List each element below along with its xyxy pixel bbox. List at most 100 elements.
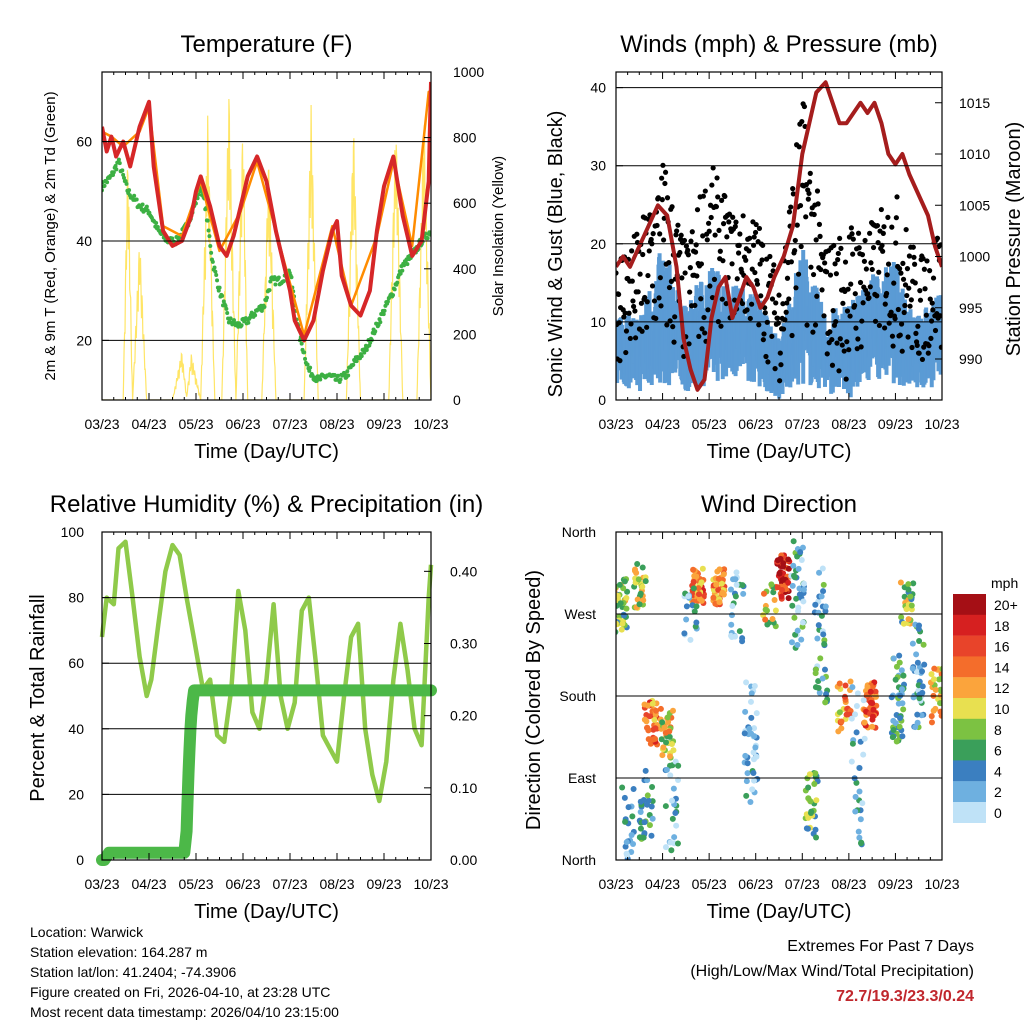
gust-point (913, 330, 919, 336)
gust-point (732, 223, 738, 230)
gust-point (786, 296, 792, 302)
legend-swatch (953, 594, 986, 615)
gust-point (649, 283, 656, 289)
gust-point (729, 261, 735, 267)
gust-point (922, 286, 928, 292)
direction-point (814, 635, 821, 642)
dewpoint-point (302, 350, 307, 355)
direction-point (939, 666, 942, 672)
direction-point (842, 682, 849, 689)
direction-point (670, 747, 677, 754)
direction-point (621, 578, 628, 585)
direction-point (777, 555, 784, 562)
x-tick-label: 09/23 (366, 416, 401, 432)
gust-point (920, 255, 926, 262)
gust-point (904, 266, 911, 272)
gust-point (814, 293, 820, 299)
direction-point (695, 585, 702, 592)
gust-point (811, 211, 817, 218)
legend-title: mph (991, 575, 1018, 591)
direction-point (752, 744, 759, 751)
direction-point (861, 735, 868, 742)
gust-point (786, 209, 793, 215)
gust-point (928, 318, 935, 324)
direction-point (695, 591, 702, 598)
x-axis-label: Time (Day/UTC) (194, 901, 339, 923)
direction-point (669, 741, 676, 748)
x-tick-label: 07/23 (785, 876, 820, 892)
gust-point (642, 294, 648, 301)
gust-point (662, 180, 668, 187)
dewpoint-point (314, 378, 319, 383)
direction-point (794, 641, 801, 648)
gust-point (930, 275, 937, 281)
gust-point (696, 333, 702, 339)
direction-point (739, 582, 746, 589)
direction-point (666, 733, 673, 740)
dewpoint-point (121, 175, 126, 180)
gust-point (890, 343, 896, 349)
dewpoint-point (382, 308, 387, 313)
gust-point (847, 313, 853, 319)
direction-point (683, 616, 690, 623)
gust-point (835, 250, 841, 257)
direction-point (820, 631, 827, 638)
dewpoint-point (402, 263, 407, 268)
direction-point (798, 556, 805, 563)
gust-point (757, 261, 763, 267)
gust-point (686, 341, 692, 347)
direction-point (805, 784, 812, 791)
gust-point (892, 316, 898, 322)
gust-point (751, 234, 757, 240)
gust-point (700, 233, 706, 239)
direction-point (819, 565, 826, 572)
gust-point (626, 310, 632, 316)
direction-point (713, 581, 720, 588)
direction-point (905, 581, 912, 588)
gust-point (659, 197, 665, 203)
y-axis-label-left: Percent & Total Rainfall (27, 594, 49, 802)
direction-point (835, 728, 842, 735)
legend-swatch (953, 614, 986, 636)
gust-point (689, 229, 695, 235)
gust-point (635, 289, 641, 295)
gust-point (651, 298, 658, 304)
gust-point (730, 214, 736, 220)
pressure-line (616, 80, 942, 392)
direction-point (750, 769, 757, 776)
direction-point (662, 803, 669, 810)
direction-point (910, 580, 917, 587)
gust-point (827, 272, 834, 278)
direction-point (649, 736, 656, 743)
x-tick-label: 04/23 (131, 416, 166, 432)
gust-point (709, 294, 716, 301)
x-tick-label: 06/23 (738, 876, 773, 892)
direction-point (675, 777, 682, 784)
dewpoint-point (307, 368, 312, 373)
direction-point (898, 667, 905, 674)
direction-point (772, 607, 779, 614)
direction-point (619, 784, 626, 791)
gust-point (698, 261, 705, 267)
gust-point (747, 315, 753, 322)
gust-point (733, 219, 739, 225)
dewpoint-point (220, 293, 225, 298)
direction-point (715, 586, 722, 593)
gust-point (822, 260, 828, 266)
gust-point (767, 273, 774, 279)
dewpoint-point (391, 293, 396, 298)
direction-point (685, 593, 692, 600)
y-tick-label: 100 (61, 524, 85, 540)
chart-title: Wind Direction (701, 491, 857, 518)
dewpoint-point (395, 280, 400, 285)
direction-point (645, 727, 652, 734)
dewpoint-point (364, 347, 369, 352)
legend-label: 4 (994, 763, 1002, 779)
x-tick-label: 07/23 (272, 416, 307, 432)
winds-plot-area (616, 80, 942, 399)
gust-point (692, 249, 699, 255)
direction-point (913, 668, 920, 675)
gust-point (666, 260, 672, 266)
direction-point (817, 655, 824, 662)
gust-point (694, 207, 701, 213)
